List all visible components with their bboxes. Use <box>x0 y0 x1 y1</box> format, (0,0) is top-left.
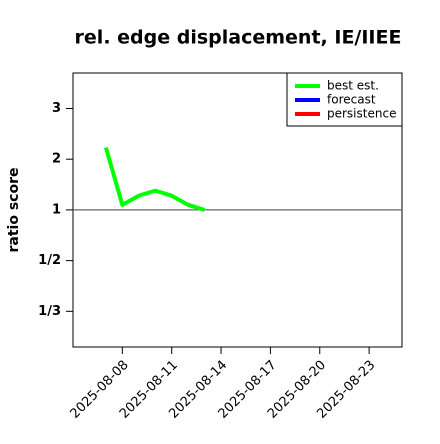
y-axis-label: ratio score <box>6 168 22 253</box>
chart-title: rel. edge displacement, IE/IIEE <box>75 27 402 49</box>
series-line <box>103 146 206 212</box>
y-tick-label: 1/3 <box>38 304 61 319</box>
legend-label: persistence <box>327 107 396 121</box>
y-tick-label: 1 <box>52 202 61 217</box>
y-tick-label: 3 <box>52 101 61 116</box>
y-tick-label: 2 <box>52 152 61 167</box>
legend-label: best est. <box>327 79 379 93</box>
legend-label: forecast <box>327 93 376 107</box>
y-tick-label: 1/2 <box>38 253 61 268</box>
